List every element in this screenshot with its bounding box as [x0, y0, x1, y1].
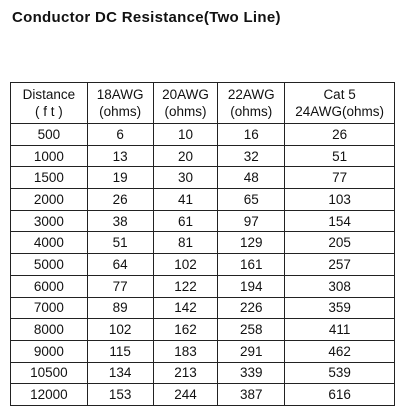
header-cell: 18AWG (ohms)	[86, 82, 154, 124]
table-cell: 38	[86, 209, 154, 233]
table-cell: 1000	[10, 144, 88, 168]
table-cell: 19	[86, 166, 154, 190]
table-cell: 258	[217, 318, 286, 341]
table-row: 8000 102 162 258 411	[10, 318, 395, 341]
table-cell: 32	[217, 144, 286, 168]
table-cell: 194	[217, 274, 286, 298]
table-cell: 64	[86, 253, 154, 276]
table-cell: 26	[86, 188, 154, 211]
table-cell: 65	[217, 188, 286, 211]
table-cell: 3000	[10, 209, 88, 233]
table-row: 6000 77 122 194 308	[10, 274, 395, 298]
table-cell: 411	[284, 318, 395, 341]
table-cell: 244	[152, 383, 219, 406]
table-cell: 161	[217, 253, 286, 276]
table-row: 2000 26 41 65 103	[10, 188, 395, 211]
table-cell: 129	[217, 231, 286, 255]
table-cell: 51	[284, 144, 395, 168]
header-text: Cat 5	[323, 87, 356, 102]
table-cell: 387	[217, 383, 286, 406]
table-cell: 2000	[10, 188, 88, 211]
table-cell: 77	[86, 274, 154, 298]
table-cell: 102	[86, 318, 154, 341]
table-row: 9000 115 183 291 462	[10, 339, 395, 363]
table-cell: 500	[10, 123, 88, 146]
table-row: 5000 64 102 161 257	[10, 253, 395, 276]
header-text: ( f t )	[35, 104, 63, 119]
table-cell: 1500	[10, 166, 88, 190]
table-cell: 462	[284, 339, 395, 363]
header-text: (ohms)	[164, 104, 207, 119]
table-cell: 539	[284, 361, 395, 385]
table-row: 500 6 10 16 26	[10, 123, 395, 146]
table-cell: 13	[86, 144, 154, 168]
table-cell: 26	[284, 123, 395, 146]
table-cell: 102	[152, 253, 219, 276]
header-text: (ohms)	[230, 104, 273, 119]
table-cell: 183	[152, 339, 219, 363]
table-cell: 20	[152, 144, 219, 168]
table-cell: 257	[284, 253, 395, 276]
header-cell: Cat 5 24AWG(ohms)	[284, 82, 395, 124]
header-text: 18AWG	[96, 87, 144, 102]
header-cell: 20AWG (ohms)	[152, 82, 219, 124]
header-text: 24AWG(ohms)	[295, 104, 384, 119]
header-text: 22AWG	[227, 87, 275, 102]
table-cell: 122	[152, 274, 219, 298]
table-cell: 12000	[10, 383, 88, 406]
table-cell: 89	[86, 296, 154, 320]
table-cell: 6	[86, 123, 154, 146]
header-text: Distance	[22, 87, 76, 102]
table-cell: 77	[284, 166, 395, 190]
table-cell: 41	[152, 188, 219, 211]
table-cell: 134	[86, 361, 154, 385]
table-cell: 339	[217, 361, 286, 385]
table-row: 12000 153 244 387 616	[10, 383, 395, 406]
header-text: (ohms)	[99, 104, 142, 119]
table-cell: 205	[284, 231, 395, 255]
title: Conductor DC Resistance(Two Line)	[12, 9, 281, 26]
table-cell: 142	[152, 296, 219, 320]
table-cell: 7000	[10, 296, 88, 320]
table-cell: 97	[217, 209, 286, 233]
table-cell: 308	[284, 274, 395, 298]
table-cell: 103	[284, 188, 395, 211]
table-cell: 213	[152, 361, 219, 385]
table-cell: 153	[86, 383, 154, 406]
table-cell: 616	[284, 383, 395, 406]
table-cell: 162	[152, 318, 219, 341]
header-cell: 22AWG (ohms)	[217, 82, 286, 124]
table-cell: 8000	[10, 318, 88, 341]
table-row: 3000 38 61 97 154	[10, 209, 395, 233]
table-row: 1000 13 20 32 51	[10, 144, 395, 168]
table-row: 10500 134 213 339 539	[10, 361, 395, 385]
table-row: 4000 51 81 129 205	[10, 231, 395, 255]
table-cell: 5000	[10, 253, 88, 276]
table-cell: 10	[152, 123, 219, 146]
header-row: Distance( f t ) 18AWG (ohms) 20AWG (ohms) 22A…	[10, 82, 395, 124]
table-cell: 81	[152, 231, 219, 255]
table-cell: 30	[152, 166, 219, 190]
table-cell: 16	[217, 123, 286, 146]
table-cell: 154	[284, 209, 395, 233]
table-row: 1500 19 30 48 77	[10, 166, 395, 190]
table-cell: 4000	[10, 231, 88, 255]
table-cell: 291	[217, 339, 286, 363]
table-cell: 115	[86, 339, 154, 363]
table-row: 7000 89 142 226 359	[10, 296, 395, 320]
header-cell: Distance ( f t )	[10, 82, 88, 124]
table-body: 500 6 10 16 26 1000 13 20 32 51 1500 19 30 48 77 2000 26…	[10, 123, 395, 406]
header-text: 20AWG	[162, 87, 209, 102]
table-cell: 9000	[10, 339, 88, 363]
table-cell: 6000	[10, 274, 88, 298]
table-cell: 48	[217, 166, 286, 190]
table-cell: 226	[217, 296, 286, 320]
resistance-table: Distance( f t ) 18AWG (ohms) 20AWG (ohms) 22A…	[10, 82, 395, 406]
table-cell: 10500	[10, 361, 88, 385]
table-cell: 51	[86, 231, 154, 255]
table-cell: 359	[284, 296, 395, 320]
table-cell: 61	[152, 209, 219, 233]
